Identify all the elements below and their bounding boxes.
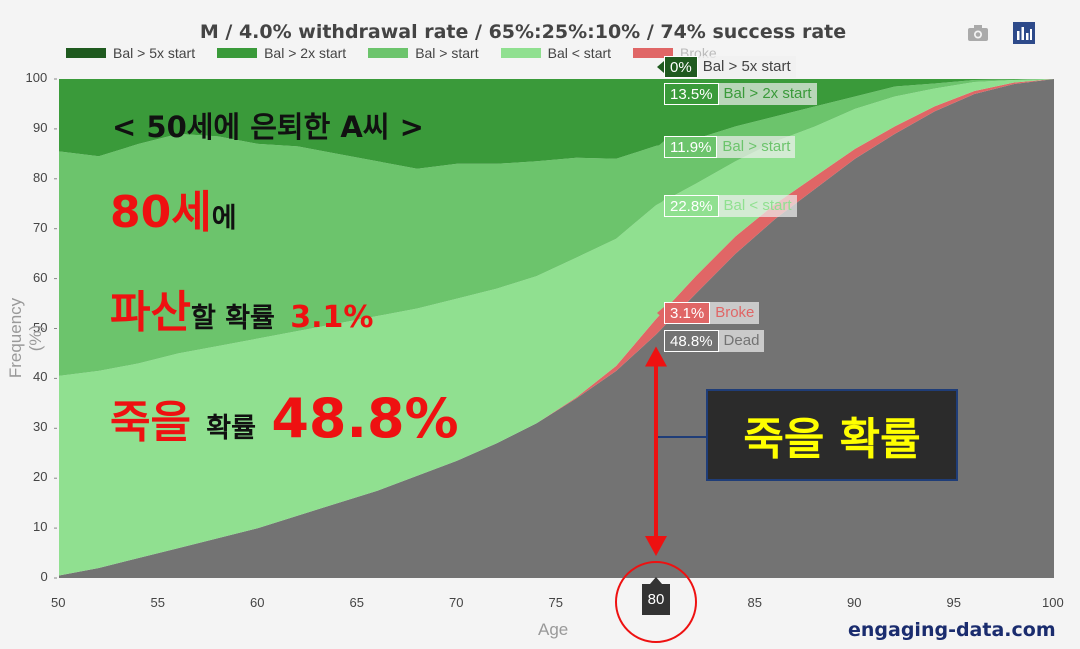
hover-label: 11.9% Bal > start (664, 136, 796, 158)
hover-series-name: Bal > 2x start (718, 83, 817, 105)
legend-item[interactable]: Bal < start (500, 45, 612, 61)
y-tick-label: 90 (33, 119, 48, 135)
overlay-bankrupt-mid: 할 확률 (190, 303, 275, 334)
death-probability-box: 죽을 확률 (706, 389, 958, 481)
x-tick-label: 90 (847, 595, 862, 610)
legend-item[interactable]: Bal > 2x start (217, 45, 346, 61)
legend-swatch (633, 48, 674, 58)
x-tick-label: 50 (51, 595, 66, 610)
hover-label: 3.1% Broke (664, 302, 760, 324)
y-tick-label: 80 (33, 169, 48, 185)
legend-label: Bal < start (547, 45, 612, 61)
hover-pointer (657, 61, 664, 73)
overlay-bankrupt-line: 파산할 확률 3.1% (110, 276, 373, 340)
y-tick-label: 50 (33, 319, 48, 335)
x-tick-label: 65 (349, 595, 364, 610)
overlay-death-mid: 확률 (206, 413, 256, 444)
legend-swatch (217, 48, 258, 58)
x-tick-label: 95 (946, 595, 961, 610)
legend-swatch (66, 48, 106, 58)
death-probability-box-label: 죽을 확률 (743, 414, 921, 465)
area-bal-start (59, 79, 1054, 576)
x-tick-label: 55 (150, 595, 165, 610)
chart-title: M / 4.0% withdrawal rate / 65%:25%:10% /… (199, 21, 847, 43)
hover-label: 22.8% Bal < start (664, 195, 797, 217)
hover-age-flag: 80 (642, 584, 670, 615)
legend-item[interactable]: Bal > start (368, 45, 479, 61)
death-arrow-head-top (645, 346, 667, 367)
hover-series-name: Bal > start (717, 136, 796, 158)
hover-pointer (657, 141, 664, 153)
x-axis-title: Age (538, 620, 569, 639)
overlay-age-big: 80세 (110, 187, 212, 238)
hover-value: 11.9% (664, 136, 718, 158)
hover-series-name: Bal > 5x start (697, 56, 796, 78)
x-tick-label: 70 (449, 595, 464, 610)
overlay-age-line: 80세에 (110, 176, 237, 240)
hover-age-flag-notch (650, 577, 662, 584)
y-tick-label: 60 (33, 269, 48, 285)
hover-series-name: Broke (710, 302, 760, 324)
y-tick-label: 30 (33, 419, 48, 435)
camera-icon[interactable] (965, 20, 991, 46)
legend-label: Bal > start (415, 45, 479, 61)
overlay-heading: < 50세에 은퇴한 A씨 > (112, 110, 424, 144)
hover-value: 0% (664, 56, 698, 78)
legend-item[interactable]: Bal > 5x start (66, 45, 195, 61)
legend-label: Bal > 2x start (264, 45, 347, 61)
y-tick-label: 40 (33, 369, 48, 385)
overlay-death-big: 죽을 (110, 397, 191, 448)
hover-series-name: Dead (718, 330, 765, 352)
x-tick-label: 85 (747, 595, 762, 610)
hover-value: 13.5% (664, 83, 719, 105)
hover-pointer (657, 335, 664, 347)
y-tick-label: 20 (33, 469, 48, 485)
overlay-bankrupt-big: 파산 (110, 287, 191, 338)
legend-label: Bal > 5x start (113, 45, 196, 61)
age-80-highlight-circle (615, 561, 697, 643)
hover-pointer (657, 200, 664, 212)
hover-pointer (657, 307, 664, 319)
hover-label: 13.5% Bal > 2x start (664, 83, 817, 105)
hover-value: 22.8% (664, 195, 719, 217)
y-tick-label: 100 (25, 70, 48, 85)
hover-value: 48.8% (664, 330, 719, 352)
area-bal-start (59, 79, 1054, 376)
y-tick-label: 10 (33, 519, 48, 535)
overlay-death-pct: 48.8% (271, 387, 459, 450)
hover-label: 48.8% Dead (664, 330, 765, 352)
y-tick-label: 70 (33, 219, 48, 235)
legend: Bal > 5x start Bal > 2x start Bal > start B… (66, 45, 739, 61)
overlay-age-suffix: 에 (211, 203, 237, 234)
hover-series-name: Bal < start (718, 195, 797, 217)
y-tick-label: 0 (40, 569, 48, 584)
watermark: engaging-data.com (848, 619, 1056, 641)
death-arrow-head-bottom (645, 536, 667, 556)
hover-label: 0% Bal > 5x start (664, 56, 796, 78)
hover-value: 3.1% (664, 302, 711, 324)
legend-swatch (368, 48, 409, 58)
overlay-bankrupt-pct: 3.1% (290, 300, 374, 335)
bar-chart-icon[interactable] (1011, 20, 1037, 46)
legend-swatch (500, 48, 541, 58)
x-tick-label: 100 (1042, 595, 1064, 610)
hover-pointer (657, 88, 664, 100)
x-tick-label: 60 (250, 595, 265, 610)
overlay-death-line: 죽을 확률 48.8% (110, 386, 459, 450)
x-tick-label: 75 (548, 595, 563, 610)
y-axis-title: Frequency (%) (6, 297, 45, 379)
